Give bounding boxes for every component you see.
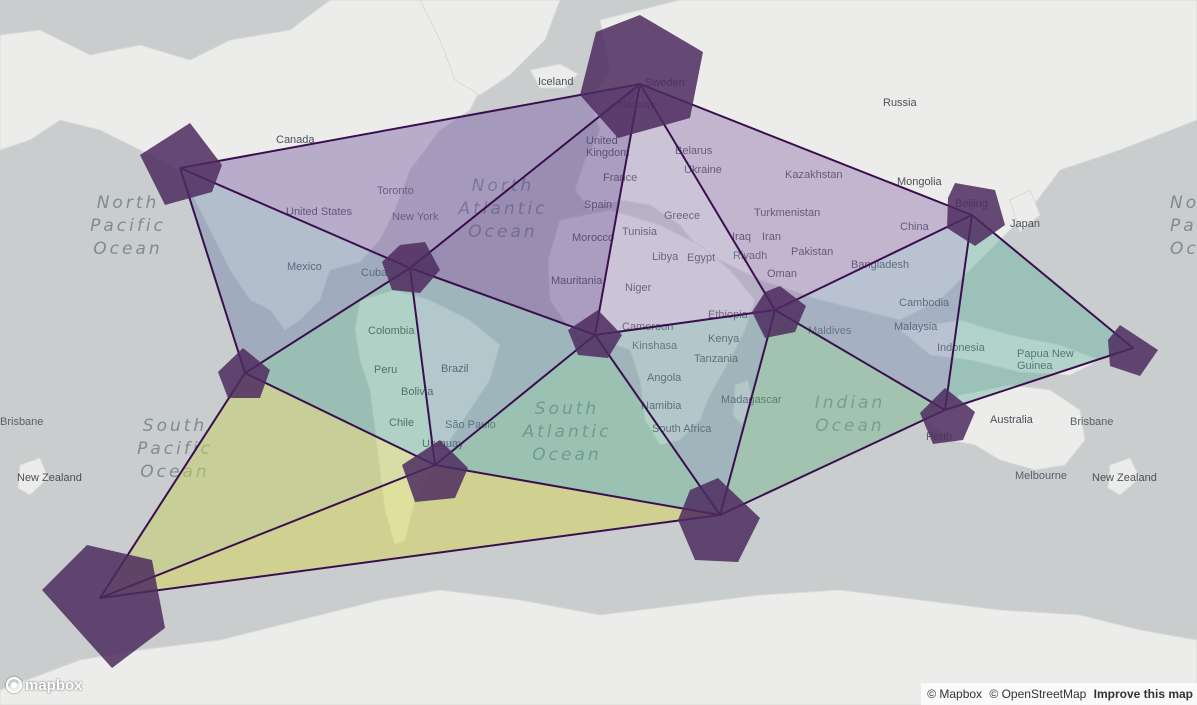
label-greece: Greece xyxy=(664,210,700,222)
label-chile: Chile xyxy=(389,417,414,429)
label-brisbane-left: Brisbane xyxy=(0,416,43,428)
vertex-marker[interactable] xyxy=(920,388,975,444)
label-united-states: United States xyxy=(286,206,353,218)
triangle[interactable] xyxy=(595,84,775,335)
triangle[interactable] xyxy=(100,373,435,598)
land-japan xyxy=(1009,189,1041,233)
label-mexico: Mexico xyxy=(287,261,322,273)
vertex-marker[interactable] xyxy=(42,545,165,668)
vertex-marker[interactable] xyxy=(678,478,760,562)
label-egypt: Egypt xyxy=(687,252,715,264)
vertex-marker[interactable] xyxy=(752,286,806,338)
label-libya: Libya xyxy=(652,251,679,263)
edge xyxy=(244,267,436,466)
label-oman: Oman xyxy=(767,268,797,280)
label-melbourne: Melbourne xyxy=(1015,470,1067,482)
vertex-markers xyxy=(42,15,1158,668)
label-bangladesh: Bangladesh xyxy=(851,259,909,271)
edge xyxy=(719,309,776,516)
triangle[interactable] xyxy=(775,215,972,410)
triangle[interactable] xyxy=(100,465,720,598)
label-russia: Russia xyxy=(883,97,918,109)
label-kinshasa: Kinshasa xyxy=(632,340,678,352)
label-new-zealand-right: New Zealand xyxy=(1092,472,1157,484)
label-cambodia: Cambodia xyxy=(899,297,950,309)
mapbox-logo[interactable]: mapbox xyxy=(6,675,83,695)
label-iran: Iran xyxy=(762,231,781,243)
triangle[interactable] xyxy=(435,335,720,515)
label-south-atlantic: South Atlantic Ocean xyxy=(522,399,612,465)
land-southeast-asia xyxy=(898,319,1102,376)
vertex-marker[interactable] xyxy=(218,348,270,398)
vertex-marker[interactable] xyxy=(140,123,222,205)
attribution-osm-link[interactable]: © OpenStreetMap xyxy=(989,687,1087,701)
attribution-bar: © Mapbox © OpenStreetMap Improve this ma… xyxy=(921,683,1197,705)
vertex-marker[interactable] xyxy=(947,183,1005,246)
label-north-pacific-right: NoPacOc xyxy=(1170,193,1197,259)
label-indonesia: Indonesia xyxy=(937,342,986,354)
triangle[interactable] xyxy=(180,168,410,373)
triangle[interactable] xyxy=(720,310,945,515)
land-iceland xyxy=(529,63,579,89)
edge xyxy=(99,334,721,599)
triangle[interactable] xyxy=(595,310,775,515)
label-angola: Angola xyxy=(647,372,682,384)
label-south-africa: South Africa xyxy=(652,423,712,435)
label-australia: Australia xyxy=(990,414,1034,426)
vertex-marker[interactable] xyxy=(402,440,468,502)
label-tanzania: Tanzania xyxy=(694,353,739,365)
label-new-zealand-left: New Zealand xyxy=(17,472,82,484)
label-brazil: Brazil xyxy=(441,363,469,375)
land-antarctica xyxy=(0,589,1197,705)
label-japan: Japan xyxy=(1010,218,1040,230)
mapbox-logo-text: mapbox xyxy=(25,676,83,694)
vertex-marker[interactable] xyxy=(382,242,440,293)
mapbox-logo-icon xyxy=(6,677,22,693)
vertex-marker[interactable] xyxy=(580,15,703,138)
label-new-york: New York xyxy=(392,211,439,223)
vertex-marker[interactable] xyxy=(568,310,622,358)
label-north-pacific-left: North Pacific Ocean xyxy=(90,193,166,259)
label-malaysia: Malaysia xyxy=(894,321,938,333)
label-kenya: Kenya xyxy=(708,333,740,345)
label-turkmenistan: Turkmenistan xyxy=(754,207,820,219)
improve-map-link[interactable]: Improve this map xyxy=(1093,687,1193,701)
triangle[interactable] xyxy=(410,84,640,335)
triangle[interactable] xyxy=(945,215,1133,410)
label-indian-ocean: Indian Ocean xyxy=(815,393,886,436)
label-tunisia: Tunisia xyxy=(622,226,658,238)
triangle[interactable] xyxy=(245,268,435,465)
label-belarus: Belarus xyxy=(675,145,713,157)
label-mongolia: Mongolia xyxy=(897,176,943,188)
label-toronto: Toronto xyxy=(377,185,414,197)
vertex-marker[interactable] xyxy=(1108,325,1158,376)
label-papua-new-guinea: Papua New Guinea xyxy=(1017,348,1074,372)
label-china: China xyxy=(900,221,930,233)
land-greenland xyxy=(419,0,561,96)
attribution-mapbox-link[interactable]: © Mapbox xyxy=(927,687,983,701)
label-brisbane-right: Brisbane xyxy=(1070,416,1113,428)
label-colombia: Colombia xyxy=(368,325,415,337)
label-kazakhstan: Kazakhstan xyxy=(785,169,842,181)
triangle-fills xyxy=(100,84,1133,598)
triangle[interactable] xyxy=(640,84,972,310)
label-cuba: Cuba xyxy=(361,267,388,279)
triangle[interactable] xyxy=(180,84,640,268)
land-new-zealand-right xyxy=(1107,457,1141,496)
label-pakistan: Pakistan xyxy=(791,246,833,258)
label-maldives: Maldives xyxy=(808,325,852,337)
label-canada: Canada xyxy=(276,134,315,146)
label-iraq: Iraq xyxy=(732,231,751,243)
land-new-zealand-left xyxy=(17,457,49,496)
label-peru: Peru xyxy=(374,364,397,376)
label-niger: Niger xyxy=(625,282,652,294)
triangle[interactable] xyxy=(410,268,595,465)
label-namibia: Namibia xyxy=(641,400,682,412)
label-iceland: Iceland xyxy=(538,76,573,88)
label-sao-paulo: São Paulo xyxy=(445,419,496,431)
